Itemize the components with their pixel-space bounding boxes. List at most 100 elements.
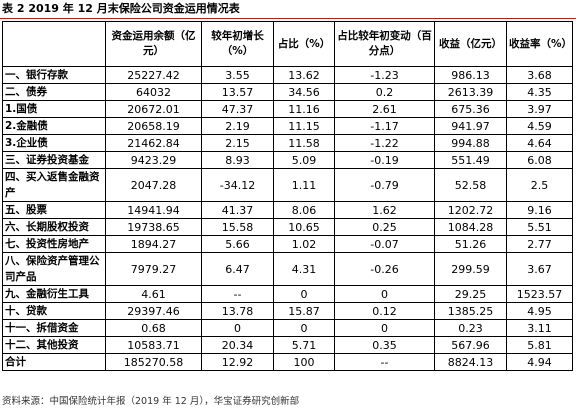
cell-income: 994.88 xyxy=(434,134,507,152)
header-row: 资金运用余额（亿元） 较年初增长（%） 占比（%） 占比较年初变动（百分点） 收… xyxy=(2,21,573,67)
cell-yield: 2.5 xyxy=(506,168,573,202)
cell-yield: 2.77 xyxy=(506,235,573,253)
table-row: 一、银行存款 25227.42 3.55 13.62 -1.23 986.13 3.68 xyxy=(2,66,573,84)
cell-balance: 20672.01 xyxy=(105,100,202,118)
cell-income: 52.58 xyxy=(434,168,507,202)
table-row: 五、股票 14941.94 41.37 8.06 1.62 1202.72 9.16 xyxy=(2,201,573,219)
table-row: 九、金融衍生工具 4.61 -- 0 0 29.25 1523.57 xyxy=(2,285,573,303)
table-row: 十、贷款 29397.46 13.78 15.87 0.12 1385.25 4.95 xyxy=(2,302,573,320)
table-body: 一、银行存款 25227.42 3.55 13.62 -1.23 986.13 3.68 二、… xyxy=(2,66,573,371)
header-share-change: 占比较年初变动（百分点） xyxy=(334,21,435,67)
row-label: 十、贷款 xyxy=(2,302,106,320)
cell-yield: 4.59 xyxy=(506,117,573,135)
cell-balance: 185270.58 xyxy=(105,353,202,371)
cell-balance: 7979.27 xyxy=(105,252,202,286)
table-caption: 表 2 2019 年 12 月末保险公司资金运用情况表 xyxy=(0,0,576,19)
table-row: 三、证券投资基金 9423.29 8.93 5.09 -0.19 551.49 6.08 xyxy=(2,151,573,169)
cell-share-change: -1.17 xyxy=(334,117,435,135)
cell-share-change: 1.62 xyxy=(334,201,435,219)
cell-growth: 0 xyxy=(201,319,274,337)
cell-income: 1084.28 xyxy=(434,218,507,236)
cell-balance: 20658.19 xyxy=(105,117,202,135)
cell-yield: 4.64 xyxy=(506,134,573,152)
cell-growth: 2.15 xyxy=(201,134,274,152)
cell-growth: 47.37 xyxy=(201,100,274,118)
cell-income: 2613.39 xyxy=(434,83,507,101)
table-row: 1.国债 20672.01 47.37 11.16 2.61 675.36 3.97 xyxy=(2,100,573,118)
cell-share: 15.87 xyxy=(273,302,335,320)
cell-share-change: 0.35 xyxy=(334,336,435,354)
cell-yield: 4.35 xyxy=(506,83,573,101)
cell-growth: 2.19 xyxy=(201,117,274,135)
table-row: 八、保险资产管理公司产品 7979.27 6.47 4.31 -0.26 299.59 3.… xyxy=(2,252,573,286)
cell-share: 1.02 xyxy=(273,235,335,253)
cell-balance: 1894.27 xyxy=(105,235,202,253)
table-row: 合计 185270.58 12.92 100 -- 8824.13 4.94 xyxy=(2,353,573,371)
row-label: 六、长期股权投资 xyxy=(2,218,106,236)
cell-income: 8824.13 xyxy=(434,353,507,371)
row-label: 十一、拆借资金 xyxy=(2,319,106,337)
table-row: 七、投资性房地产 1894.27 5.66 1.02 -0.07 51.26 2.77 xyxy=(2,235,573,253)
header-category xyxy=(2,21,106,67)
header-balance: 资金运用余额（亿元） xyxy=(105,21,202,67)
cell-share: 4.31 xyxy=(273,252,335,286)
cell-income: 299.59 xyxy=(434,252,507,286)
table-row: 3.企业债 21462.84 2.15 11.58 -1.22 994.88 4.64 xyxy=(2,134,573,152)
cell-income: 675.36 xyxy=(434,100,507,118)
cell-growth: 20.34 xyxy=(201,336,274,354)
source-footnote: 资料来源：中国保险统计年报（2019 年 12 月），华宝证券研究创新部 xyxy=(2,396,300,407)
cell-growth: 12.92 xyxy=(201,353,274,371)
row-label: 九、金融衍生工具 xyxy=(2,285,106,303)
table-row: 二、债券 64032 13.57 34.56 0.2 2613.39 4.35 xyxy=(2,83,573,101)
row-label: 十二、其他投资 xyxy=(2,336,106,354)
row-label: 二、债券 xyxy=(2,83,106,101)
cell-balance: 29397.46 xyxy=(105,302,202,320)
row-label: 1.国债 xyxy=(2,100,106,118)
cell-yield: 3.97 xyxy=(506,100,573,118)
cell-share-change: -0.19 xyxy=(334,151,435,169)
cell-growth: 6.47 xyxy=(201,252,274,286)
cell-share-change: 0 xyxy=(334,319,435,337)
table-row: 十二、其他投资 10583.71 20.34 5.71 0.35 567.96 5.81 xyxy=(2,336,573,354)
cell-share-change: -1.23 xyxy=(334,66,435,84)
cell-income: 29.25 xyxy=(434,285,507,303)
cell-income: 567.96 xyxy=(434,336,507,354)
cell-growth: 13.57 xyxy=(201,83,274,101)
cell-growth: 3.55 xyxy=(201,66,274,84)
cell-balance: 64032 xyxy=(105,83,202,101)
cell-growth: 8.93 xyxy=(201,151,274,169)
cell-balance: 2047.28 xyxy=(105,168,202,202)
cell-yield: 3.67 xyxy=(506,252,573,286)
cell-share-change: -0.07 xyxy=(334,235,435,253)
cell-share: 8.06 xyxy=(273,201,335,219)
row-label: 四、买入返售金融资产 xyxy=(2,168,106,202)
cell-income: 1385.25 xyxy=(434,302,507,320)
cell-growth: -- xyxy=(201,285,274,303)
row-label: 三、证券投资基金 xyxy=(2,151,106,169)
cell-yield: 5.51 xyxy=(506,218,573,236)
cell-yield: 6.08 xyxy=(506,151,573,169)
header-income: 收益（亿元） xyxy=(434,21,507,67)
cell-growth: 15.58 xyxy=(201,218,274,236)
cell-share: 5.09 xyxy=(273,151,335,169)
cell-growth: 13.78 xyxy=(201,302,274,320)
cell-yield: 3.11 xyxy=(506,319,573,337)
insurance-fund-table: 资金运用余额（亿元） 较年初增长（%） 占比（%） 占比较年初变动（百分点） 收… xyxy=(2,21,573,371)
row-label: 七、投资性房地产 xyxy=(2,235,106,253)
cell-share-change: 0.2 xyxy=(334,83,435,101)
table-row: 六、长期股权投资 19738.65 15.58 10.65 0.25 1084.28 5.5… xyxy=(2,218,573,236)
cell-yield: 5.81 xyxy=(506,336,573,354)
cell-share-change: -0.26 xyxy=(334,252,435,286)
row-label: 3.企业债 xyxy=(2,134,106,152)
cell-share: 34.56 xyxy=(273,83,335,101)
cell-income: 0.23 xyxy=(434,319,507,337)
cell-balance: 14941.94 xyxy=(105,201,202,219)
cell-growth: 5.66 xyxy=(201,235,274,253)
cell-share: 11.58 xyxy=(273,134,335,152)
cell-growth: -34.12 xyxy=(201,168,274,202)
row-label: 一、银行存款 xyxy=(2,66,106,84)
row-label: 五、股票 xyxy=(2,201,106,219)
header-share: 占比（%） xyxy=(273,21,335,67)
cell-income: 986.13 xyxy=(434,66,507,84)
cell-balance: 10583.71 xyxy=(105,336,202,354)
